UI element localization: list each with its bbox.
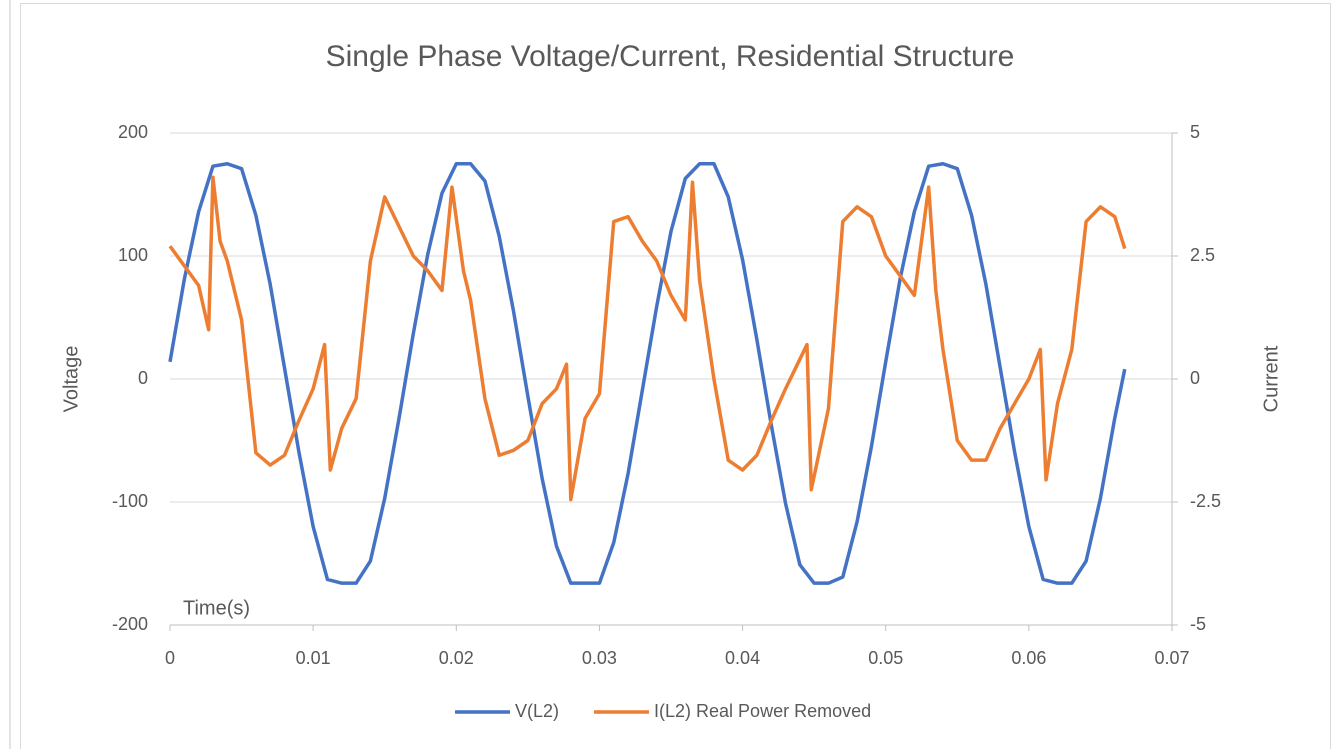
y-axis-title: Voltage [60,346,82,413]
y2-tick-label: -5 [1190,614,1206,634]
series-line [168,175,1127,502]
series-line [168,162,1127,585]
x-tick-label: 0.07 [1154,648,1189,668]
x-tick-label: 0.01 [296,648,331,668]
chart-title: Single Phase Voltage/Current, Residentia… [326,40,1015,73]
legend-label: I(L2) Real Power Removed [654,701,871,721]
x-tick-label: 0.05 [868,648,903,668]
y2-tick-label: 0 [1190,368,1200,388]
legend-label: V(L2) [515,701,559,721]
y2-axis-title: Current [1260,345,1282,412]
y2-tick-label: 5 [1190,122,1200,142]
x-tick-label: 0.06 [1011,648,1046,668]
y2-tick-label: -2.5 [1190,491,1221,511]
x-tick-label: 0 [165,648,175,668]
y-tick-label: 200 [118,122,148,142]
x-tick-label: 0.04 [725,648,760,668]
x-tick-label: 0.02 [439,648,474,668]
y-tick-label: -200 [112,614,148,634]
y-tick-label: 0 [138,368,148,388]
y-tick-label: -100 [112,491,148,511]
y2-tick-label: 2.5 [1190,245,1215,265]
x-tick-label: 0.03 [582,648,617,668]
chart-frame [20,3,1331,754]
y-tick-label: 100 [118,245,148,265]
annotation: Time(s) [183,597,250,619]
